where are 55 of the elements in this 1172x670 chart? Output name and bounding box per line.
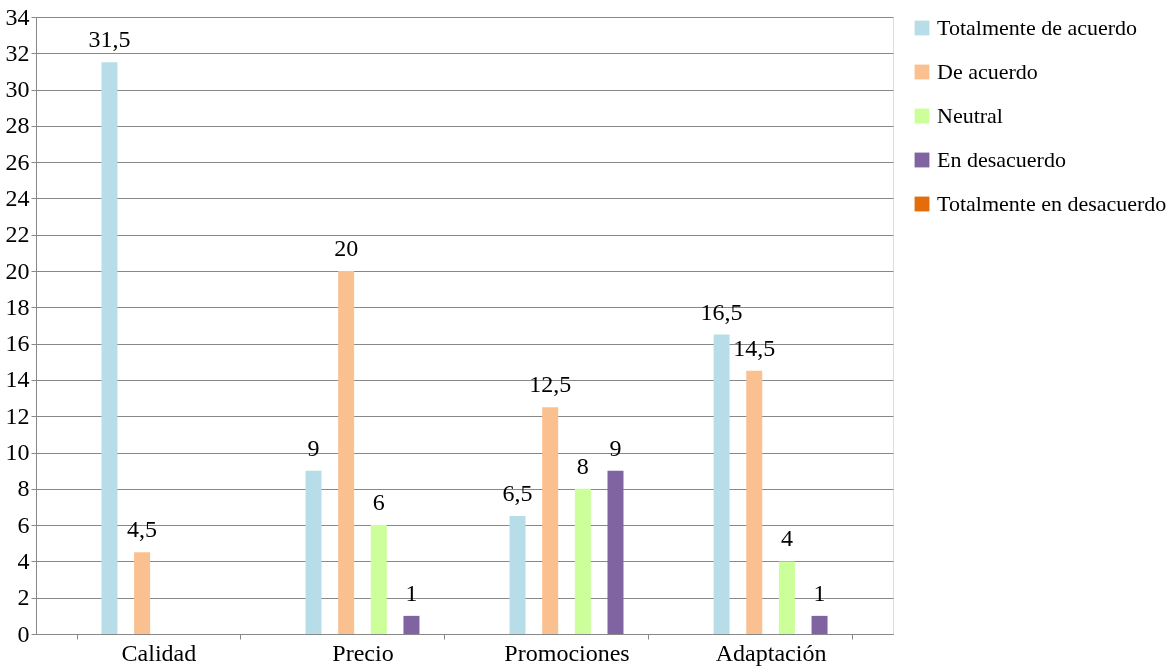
data-label: 6 (372, 489, 385, 516)
y-tick-label: 4 (17, 547, 30, 574)
y-tick-label: 10 (5, 439, 30, 466)
y-tick-label: 2 (17, 584, 30, 611)
y-tick-label: 34 (5, 3, 30, 30)
x-tick-label: Adaptación (715, 639, 827, 666)
y-tick-label: 14 (5, 366, 30, 393)
data-label: 1 (405, 579, 418, 606)
bar (134, 552, 151, 634)
legend-label: Totalmente de acuerdo (937, 15, 1138, 40)
y-tick-label: 30 (5, 76, 30, 103)
legend-label: En desacuerdo (937, 147, 1066, 172)
bar (338, 271, 355, 634)
y-tick-label: 8 (17, 475, 30, 502)
data-label: 14,5 (733, 334, 776, 361)
data-label: 16,5 (700, 298, 743, 325)
bar (607, 470, 624, 634)
y-tick-label: 22 (5, 221, 30, 248)
bar (713, 334, 730, 634)
bar (746, 370, 763, 634)
y-tick-label: 24 (5, 184, 30, 211)
data-label: 20 (334, 235, 359, 262)
y-tick-label: 20 (5, 257, 30, 284)
bar (370, 525, 387, 634)
data-label: 4 (780, 525, 793, 552)
data-label: 1 (813, 579, 826, 606)
bar (305, 470, 322, 634)
y-tick-label: 16 (5, 330, 30, 357)
bar (811, 615, 828, 634)
data-label: 9 (609, 434, 622, 461)
bar (542, 407, 559, 634)
y-tick-label: 12 (5, 402, 30, 429)
data-label: 31,5 (88, 26, 131, 53)
y-tick-label: 28 (5, 112, 30, 139)
y-tick-label: 6 (17, 511, 30, 538)
legend-label: Totalmente en desacuerdo (937, 191, 1167, 216)
data-label: 6,5 (502, 480, 533, 507)
data-label: 9 (307, 434, 320, 461)
data-label: 4,5 (127, 516, 158, 543)
data-label: 12,5 (529, 371, 572, 398)
x-tick-label: Calidad (121, 639, 197, 666)
y-tick-label: 18 (5, 293, 30, 320)
legend-label: De acuerdo (937, 59, 1038, 84)
bar (101, 62, 118, 634)
y-tick-label: 32 (5, 39, 30, 66)
y-tick-label: 26 (5, 148, 30, 175)
bar (509, 516, 526, 634)
x-tick-label: Precio (332, 639, 394, 666)
y-tick-label: 0 (17, 620, 30, 647)
bar (778, 561, 795, 634)
legend-label: Neutral (937, 103, 1003, 128)
bar (574, 488, 591, 634)
data-label: 8 (576, 452, 589, 479)
bar (403, 615, 420, 634)
x-tick-label: Promociones (504, 639, 630, 666)
